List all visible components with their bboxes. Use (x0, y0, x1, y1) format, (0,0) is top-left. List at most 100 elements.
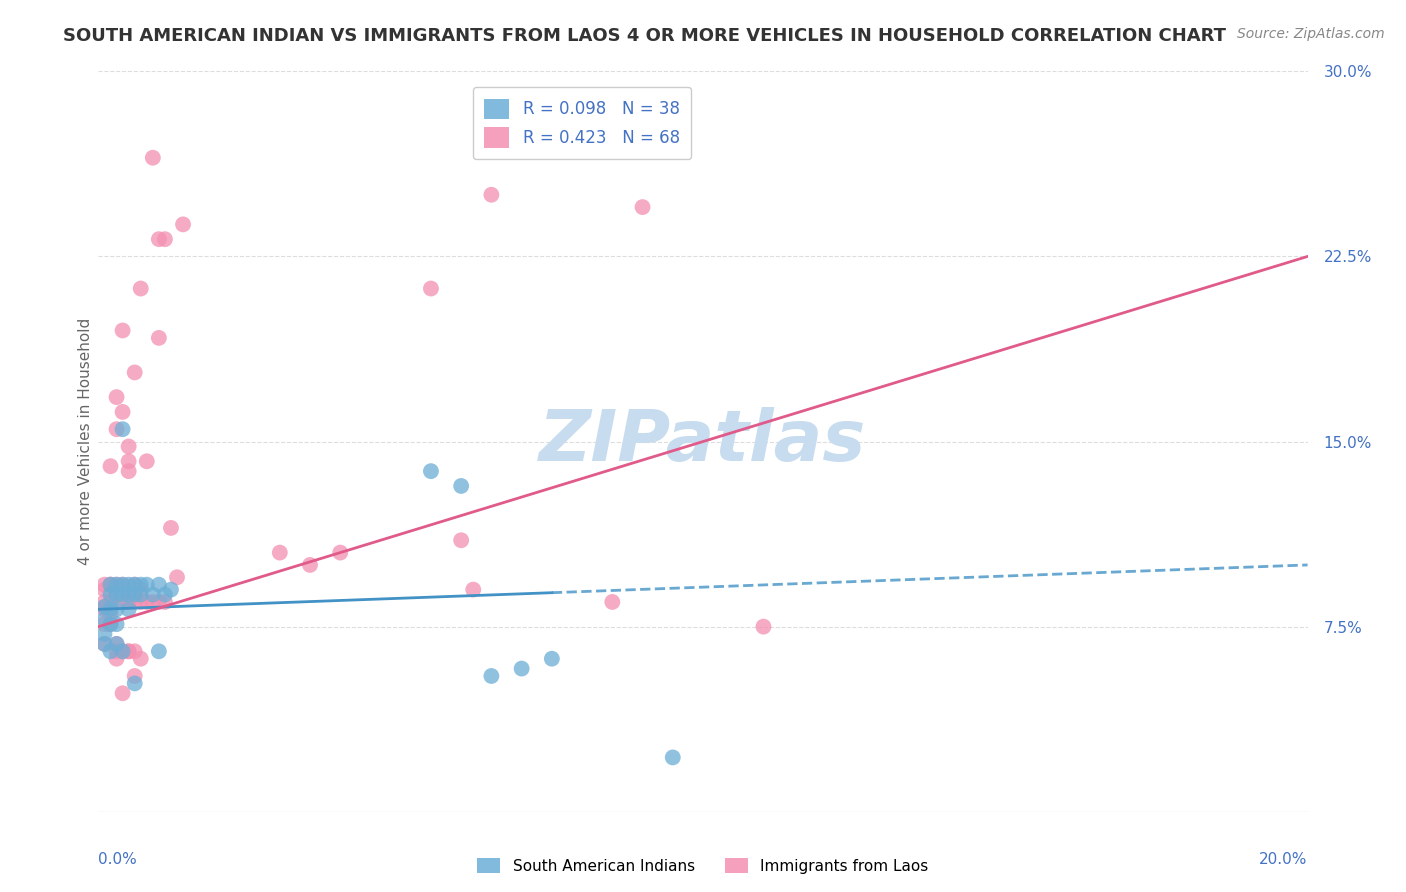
Point (111, 577, 134, 591)
Point (124, 676, 146, 690)
Point (105, 588, 128, 602)
Point (153, 232, 176, 246)
Legend: R = 0.098   N = 38, R = 0.423   N = 68: R = 0.098 N = 38, R = 0.423 N = 68 (472, 87, 692, 160)
Point (105, 602, 128, 616)
Point (111, 422, 134, 436)
Point (510, 662, 533, 676)
Point (142, 588, 165, 602)
Point (93, 599, 115, 614)
Point (752, 619, 775, 633)
Point (105, 637, 128, 651)
Point (93, 637, 115, 651)
Y-axis label: 4 or more Vehicles in Household: 4 or more Vehicles in Household (77, 318, 93, 566)
Point (129, 651, 152, 665)
Point (93, 627, 115, 641)
Point (129, 582, 152, 597)
Point (105, 637, 128, 651)
Point (105, 588, 128, 602)
Point (93, 617, 115, 632)
Point (93, 612, 115, 626)
Point (631, 200, 654, 214)
Point (100, 595, 122, 609)
Point (153, 595, 176, 609)
Point (124, 588, 146, 602)
Point (100, 617, 122, 632)
Point (105, 390, 128, 404)
Point (124, 595, 146, 609)
Point (148, 232, 170, 246)
Point (118, 454, 141, 468)
Point (118, 577, 141, 591)
Point (105, 617, 128, 632)
Point (124, 577, 146, 591)
Text: ZIPatlas: ZIPatlas (540, 407, 866, 476)
Point (148, 331, 170, 345)
Point (111, 405, 134, 419)
Point (100, 577, 122, 591)
Point (329, 546, 352, 560)
Point (420, 281, 443, 295)
Point (142, 151, 165, 165)
Point (148, 644, 170, 658)
Point (124, 366, 146, 380)
Point (118, 595, 141, 609)
Point (93, 637, 115, 651)
Point (129, 281, 152, 295)
Point (100, 602, 122, 616)
Point (148, 577, 170, 591)
Point (160, 582, 183, 597)
Point (118, 644, 141, 658)
Point (129, 588, 152, 602)
Point (135, 595, 157, 609)
Legend: South American Indians, Immigrants from Laos: South American Indians, Immigrants from … (471, 852, 935, 880)
Point (153, 588, 176, 602)
Point (100, 595, 122, 609)
Point (124, 588, 146, 602)
Point (111, 588, 134, 602)
Point (166, 570, 188, 584)
Point (540, 651, 562, 665)
Point (105, 422, 128, 436)
Point (142, 595, 165, 609)
Point (450, 533, 472, 548)
Point (148, 595, 170, 609)
Point (111, 588, 134, 602)
Point (105, 577, 128, 591)
Point (100, 617, 122, 632)
Point (105, 644, 128, 658)
Point (463, 582, 485, 597)
Point (100, 577, 122, 591)
Point (172, 218, 194, 232)
Point (420, 464, 443, 478)
Text: 20.0%: 20.0% (1260, 853, 1308, 867)
Point (124, 644, 146, 658)
Point (118, 440, 141, 454)
Point (129, 595, 152, 609)
Point (93, 577, 115, 591)
Text: SOUTH AMERICAN INDIAN VS IMMIGRANTS FROM LAOS 4 OR MORE VEHICLES IN HOUSEHOLD CO: SOUTH AMERICAN INDIAN VS IMMIGRANTS FROM… (63, 27, 1226, 45)
Point (93, 582, 115, 597)
Point (135, 577, 157, 591)
Point (93, 602, 115, 616)
Point (93, 595, 115, 609)
Point (100, 588, 122, 602)
Point (118, 464, 141, 478)
Point (124, 669, 146, 683)
Point (111, 577, 134, 591)
Point (100, 607, 122, 622)
Point (299, 558, 322, 572)
Point (481, 187, 503, 202)
Point (602, 595, 624, 609)
Text: Source: ZipAtlas.com: Source: ZipAtlas.com (1237, 27, 1385, 41)
Point (105, 577, 128, 591)
Point (118, 602, 141, 616)
Point (135, 454, 157, 468)
Point (118, 588, 141, 602)
Text: 0.0%: 0.0% (98, 853, 138, 867)
Point (100, 644, 122, 658)
Point (118, 595, 141, 609)
Point (118, 595, 141, 609)
Point (105, 651, 128, 665)
Point (111, 595, 134, 609)
Point (111, 324, 134, 338)
